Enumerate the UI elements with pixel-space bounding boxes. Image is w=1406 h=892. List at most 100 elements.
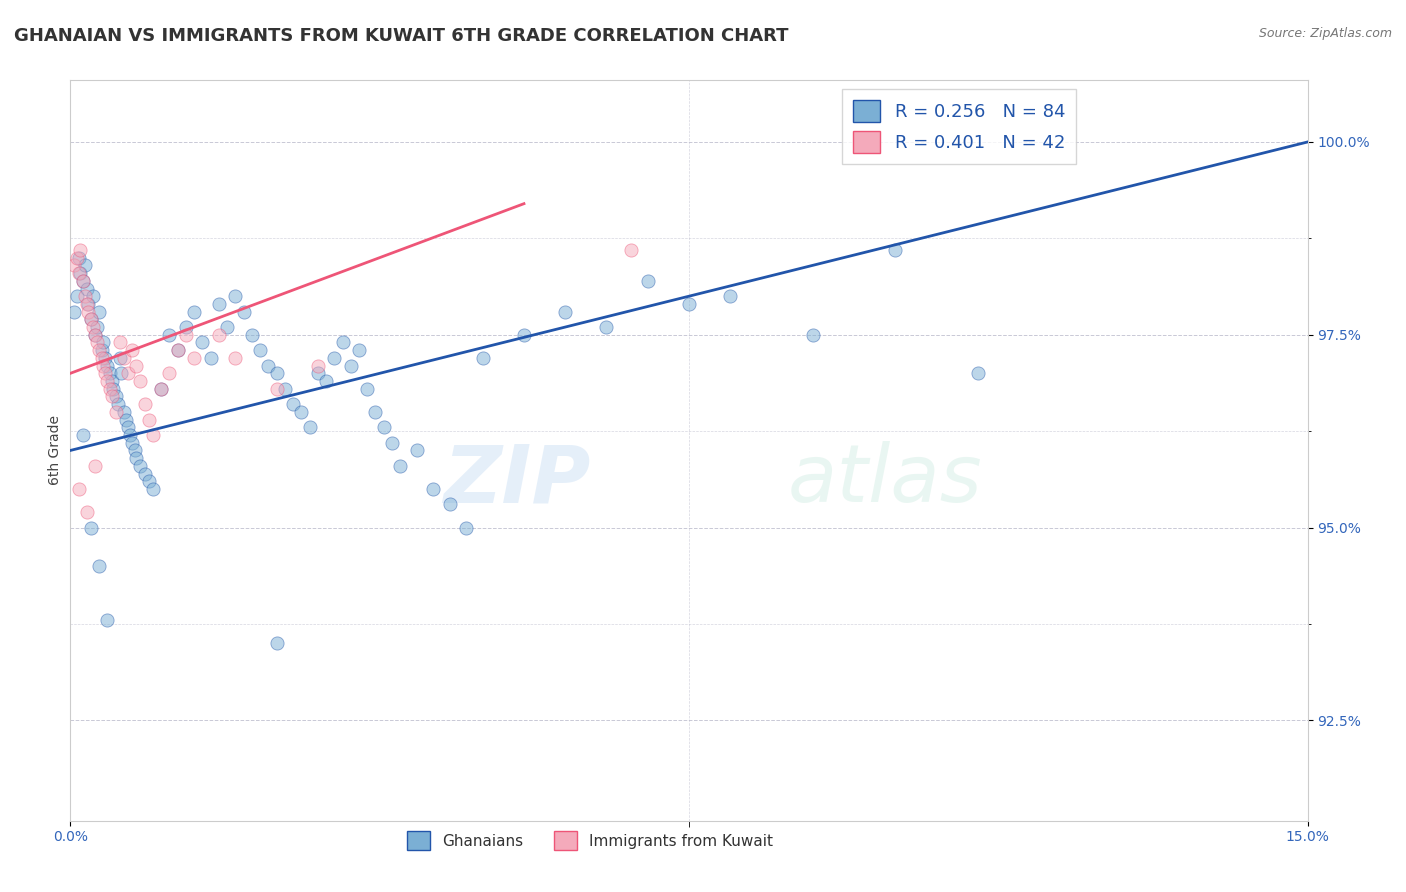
Text: Source: ZipAtlas.com: Source: ZipAtlas.com — [1258, 27, 1392, 40]
Point — [208, 327, 231, 342]
Point — [678, 297, 700, 311]
Point — [232, 304, 254, 318]
Point — [89, 304, 111, 318]
Point — [456, 520, 478, 534]
Point — [66, 289, 89, 303]
Point — [125, 359, 148, 373]
Point — [364, 405, 387, 419]
Point — [315, 374, 337, 388]
Point — [94, 367, 117, 381]
Point — [124, 443, 146, 458]
Point — [138, 475, 160, 489]
Point — [86, 320, 108, 334]
Point — [98, 382, 121, 396]
Point — [347, 343, 370, 358]
Point — [104, 389, 127, 403]
Point — [323, 351, 346, 365]
Point — [966, 367, 988, 381]
Point — [96, 374, 118, 388]
Point — [90, 351, 112, 365]
Point — [637, 274, 659, 288]
Point — [266, 636, 288, 650]
Point — [110, 367, 132, 381]
Point — [72, 274, 94, 288]
Point — [63, 304, 86, 318]
Text: ZIP: ZIP — [443, 441, 591, 519]
Point — [67, 266, 90, 280]
Point — [100, 389, 122, 403]
Point — [80, 312, 103, 326]
Point — [117, 367, 139, 381]
Point — [422, 482, 444, 496]
Point — [884, 243, 907, 257]
Point — [620, 243, 643, 257]
Point — [91, 335, 114, 350]
Point — [115, 412, 138, 426]
Point — [801, 327, 824, 342]
Point — [76, 505, 98, 519]
Point — [82, 289, 104, 303]
Point — [108, 351, 131, 365]
Point — [183, 351, 205, 365]
Point — [174, 320, 197, 334]
Point — [513, 327, 536, 342]
Point — [86, 335, 108, 350]
Point — [104, 405, 127, 419]
Point — [249, 343, 271, 358]
Point — [94, 351, 117, 365]
Point — [75, 289, 97, 303]
Point — [166, 343, 188, 358]
Point — [307, 367, 329, 381]
Point — [84, 327, 107, 342]
Point — [112, 351, 135, 365]
Point — [96, 613, 118, 627]
Point — [90, 343, 112, 358]
Point — [356, 382, 378, 396]
Y-axis label: 6th Grade: 6th Grade — [48, 416, 62, 485]
Point — [84, 327, 107, 342]
Point — [134, 397, 156, 411]
Point — [77, 297, 100, 311]
Point — [69, 243, 91, 257]
Point — [471, 351, 494, 365]
Point — [112, 405, 135, 419]
Point — [129, 374, 152, 388]
Point — [72, 274, 94, 288]
Point — [67, 482, 90, 496]
Point — [439, 498, 461, 512]
Point — [107, 397, 129, 411]
Point — [298, 420, 321, 434]
Point — [224, 289, 246, 303]
Point — [150, 382, 173, 396]
Point — [142, 428, 165, 442]
Point — [307, 359, 329, 373]
Point — [80, 520, 103, 534]
Point — [118, 428, 141, 442]
Point — [121, 435, 143, 450]
Point — [595, 320, 617, 334]
Point — [381, 435, 404, 450]
Point — [76, 281, 98, 295]
Point — [108, 335, 131, 350]
Point — [142, 482, 165, 496]
Point — [89, 559, 111, 574]
Point — [80, 312, 103, 326]
Point — [266, 382, 288, 396]
Point — [121, 343, 143, 358]
Point — [77, 304, 100, 318]
Point — [157, 367, 180, 381]
Point — [405, 443, 427, 458]
Point — [208, 297, 231, 311]
Point — [67, 251, 90, 265]
Point — [183, 304, 205, 318]
Point — [82, 320, 104, 334]
Point — [66, 251, 89, 265]
Point — [84, 458, 107, 473]
Point — [98, 367, 121, 381]
Point — [281, 397, 304, 411]
Point — [215, 320, 238, 334]
Point — [69, 266, 91, 280]
Point — [63, 258, 86, 272]
Point — [138, 412, 160, 426]
Point — [174, 327, 197, 342]
